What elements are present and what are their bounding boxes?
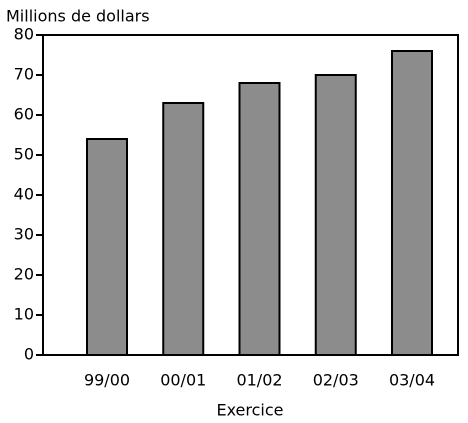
bar — [391, 50, 433, 356]
y-tick-label: 80 — [14, 25, 34, 44]
x-axis-title: Exercice — [216, 401, 283, 420]
x-tick-label: 99/00 — [84, 371, 130, 390]
y-tick-label: 0 — [24, 345, 34, 364]
bar — [314, 74, 357, 356]
y-tick-label: 10 — [14, 305, 34, 324]
y-axis-title: Millions de dollars — [6, 7, 150, 26]
y-tick-label: 20 — [14, 265, 34, 284]
y-tick-label: 40 — [14, 185, 34, 204]
bar — [162, 102, 205, 356]
y-tick-label: 30 — [14, 225, 34, 244]
y-tick-label: 60 — [14, 105, 34, 124]
bar — [238, 82, 281, 356]
x-tick-label: 02/03 — [313, 371, 359, 390]
x-tick-label: 03/04 — [389, 371, 435, 390]
y-tick-label: 50 — [14, 145, 34, 164]
x-tick-label: 01/02 — [236, 371, 282, 390]
y-tick-label: 70 — [14, 65, 34, 84]
x-tick-label: 00/01 — [160, 371, 206, 390]
bar — [86, 138, 128, 356]
